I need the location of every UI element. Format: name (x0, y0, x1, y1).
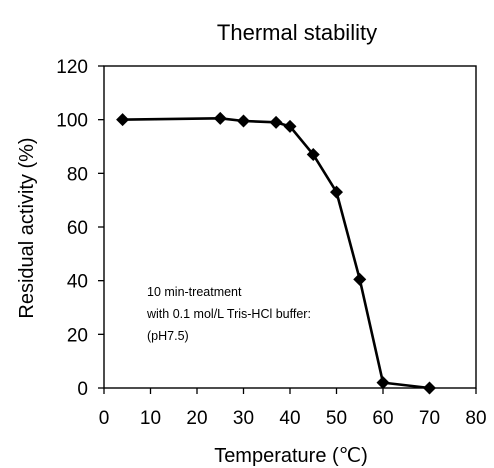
y-axis-label: Residual activity (%) (16, 137, 38, 318)
x-tick-label: 80 (465, 408, 486, 429)
y-tick-label: 100 (56, 111, 88, 132)
data-point-marker (213, 111, 227, 125)
data-point-marker (283, 119, 297, 133)
note-line-1: 10 min-treatment (147, 285, 242, 299)
series-line (122, 117, 430, 390)
treatment-note: 10 min-treatment with 0.1 mol/L Tris-HCl… (146, 285, 311, 343)
x-tick-label: 0 (99, 408, 110, 429)
data-point-marker (423, 381, 436, 395)
series-group (116, 111, 436, 395)
tick-labels: 0 10 20 30 40 50 60 70 80 0 20 40 60 80 100 120 (56, 57, 486, 429)
data-point-marker (237, 114, 250, 128)
y-tick-label: 80 (67, 164, 88, 185)
data-point-marker (269, 115, 283, 129)
chart-title: Thermal stability (217, 20, 377, 45)
y-tick-label: 40 (67, 272, 88, 293)
x-tick-label: 70 (419, 408, 440, 429)
y-tick-label: 0 (77, 379, 88, 400)
x-tick-label: 30 (233, 408, 254, 429)
data-point-marker (306, 148, 320, 162)
data-point-marker (376, 376, 390, 390)
x-tick-label: 20 (186, 408, 207, 429)
y-tick-label: 60 (67, 218, 88, 239)
axis-ticks (98, 65, 477, 394)
x-tick-label: 50 (326, 408, 347, 429)
x-axis-label: Temperature (℃) (214, 445, 368, 467)
y-tick-label: 120 (56, 57, 88, 78)
y-tick-label: 20 (67, 325, 88, 346)
note-line-2: with 0.1 mol/L Tris-HCl buffer: (146, 307, 311, 321)
x-tick-label: 10 (140, 408, 161, 429)
x-tick-label: 60 (372, 408, 393, 429)
data-point-marker (330, 185, 343, 199)
data-point-marker (353, 272, 367, 286)
note-line-3: (pH7.5) (147, 329, 189, 343)
data-point-marker (116, 113, 130, 127)
x-tick-label: 40 (279, 408, 300, 429)
